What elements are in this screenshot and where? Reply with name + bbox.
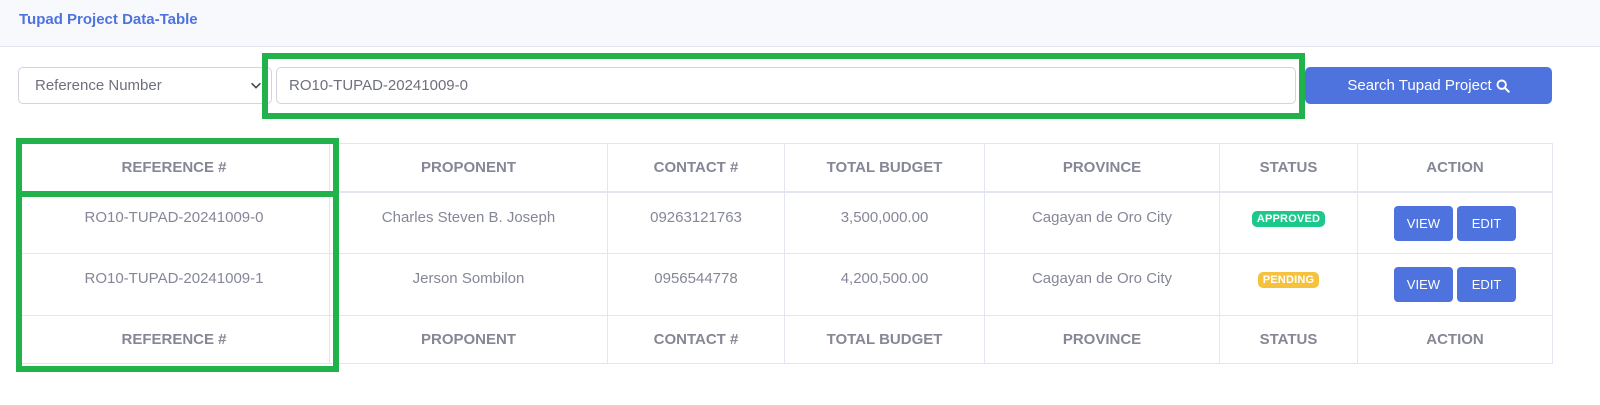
cell-status: PENDING	[1219, 253, 1358, 316]
table-row: RO10-TUPAD-20241009-1 Jerson Sombilon 09…	[18, 253, 1553, 316]
column-header-contact: CONTACT #	[607, 143, 785, 193]
column-header-total-budget: TOTAL BUDGET	[784, 143, 985, 193]
cell-total-budget: 3,500,000.00	[784, 191, 985, 254]
view-button[interactable]: VIEW	[1393, 205, 1453, 241]
cell-total-budget: 4,200,500.00	[784, 253, 985, 316]
cell-contact: 09263121763	[607, 191, 785, 254]
table-header-row: REFERENCE # PROPONENT CONTACT # TOTAL BU…	[18, 143, 1553, 193]
column-header-status: STATUS	[1219, 143, 1358, 193]
search-input[interactable]	[276, 67, 1296, 104]
page-title: Tupad Project Data-Table	[19, 11, 198, 28]
search-icon	[1496, 79, 1510, 93]
edit-button[interactable]: EDIT	[1457, 267, 1517, 302]
cell-action: VIEW EDIT	[1357, 191, 1553, 254]
cell-proponent: Jerson Sombilon	[329, 253, 608, 316]
tupad-project-table: REFERENCE # PROPONENT CONTACT # TOTAL BU…	[18, 143, 1553, 364]
view-button[interactable]: VIEW	[1393, 267, 1453, 302]
table-row: RO10-TUPAD-20241009-0 Charles Steven B. …	[18, 191, 1553, 254]
footer-header-action: ACTION	[1357, 315, 1553, 364]
cell-proponent: Charles Steven B. Joseph	[329, 191, 608, 254]
status-badge: PENDING	[1257, 272, 1320, 288]
top-bar: Tupad Project Data-Table	[0, 0, 1600, 47]
status-badge: APPROVED	[1251, 210, 1326, 227]
table-footer-row: REFERENCE # PROPONENT CONTACT # TOTAL BU…	[18, 315, 1553, 364]
footer-header-status: STATUS	[1219, 315, 1358, 364]
footer-header-contact: CONTACT #	[607, 315, 785, 364]
footer-header-proponent: PROPONENT	[329, 315, 608, 364]
footer-header-total-budget: TOTAL BUDGET	[784, 315, 985, 364]
cell-reference: RO10-TUPAD-20241009-0	[18, 191, 330, 254]
edit-button[interactable]: EDIT	[1457, 205, 1517, 241]
cell-action: VIEW EDIT	[1357, 253, 1553, 316]
cell-reference: RO10-TUPAD-20241009-1	[18, 253, 330, 316]
filter-field-select[interactable]: Reference Number	[18, 67, 272, 104]
footer-header-province: PROVINCE	[984, 315, 1220, 364]
column-header-province: PROVINCE	[984, 143, 1220, 193]
column-header-action: ACTION	[1357, 143, 1553, 193]
chevron-down-icon	[251, 82, 261, 89]
filter-select-value: Reference Number	[35, 77, 162, 94]
column-header-proponent: PROPONENT	[329, 143, 608, 193]
cell-status: APPROVED	[1219, 191, 1358, 254]
column-header-reference: REFERENCE #	[18, 143, 330, 193]
cell-contact: 0956544778	[607, 253, 785, 316]
cell-province: Cagayan de Oro City	[984, 253, 1220, 316]
cell-province: Cagayan de Oro City	[984, 191, 1220, 254]
search-button-label: Search Tupad Project	[1347, 77, 1492, 94]
search-button[interactable]: Search Tupad Project	[1305, 67, 1552, 104]
footer-header-reference: REFERENCE #	[18, 315, 330, 364]
